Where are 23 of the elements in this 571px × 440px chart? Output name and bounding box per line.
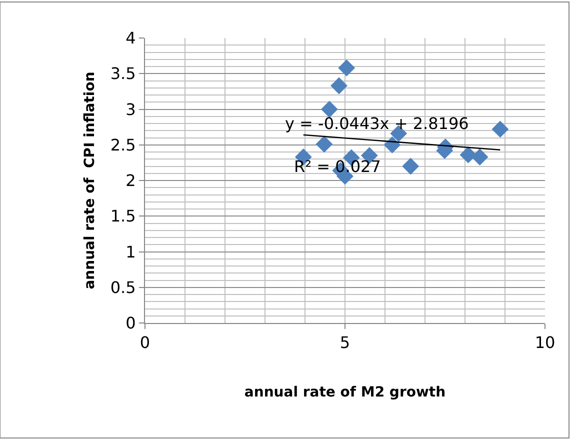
point xyxy=(492,120,509,138)
y-tick-label: 2 xyxy=(126,171,136,190)
point xyxy=(338,59,356,76)
point xyxy=(471,148,488,166)
y-tick-label: 1 xyxy=(126,242,136,262)
x-tick-label: 0 xyxy=(140,333,150,352)
point xyxy=(320,100,338,118)
y-tick-label: 4 xyxy=(126,28,136,48)
y-tick-label: 3.5 xyxy=(110,64,136,84)
y-tick-label: 2.5 xyxy=(110,135,136,154)
y-tick-label: 0.5 xyxy=(110,278,136,297)
x-tick-label: 10 xyxy=(534,333,556,352)
y-tick-label: 1.5 xyxy=(110,206,136,226)
x-tick-label: 5 xyxy=(340,333,350,352)
point xyxy=(316,136,333,153)
point xyxy=(402,158,420,175)
x-axis-title: annual rate of M2 growth xyxy=(244,384,446,400)
point xyxy=(330,77,348,94)
point xyxy=(384,136,401,154)
y-tick-label: 0 xyxy=(126,314,136,333)
y-tick-label: 3 xyxy=(126,100,136,119)
annotation: y = -0.0443x + 2.8196 xyxy=(285,114,469,133)
y-axis-title: annual rate of CPI inflation xyxy=(82,72,98,290)
